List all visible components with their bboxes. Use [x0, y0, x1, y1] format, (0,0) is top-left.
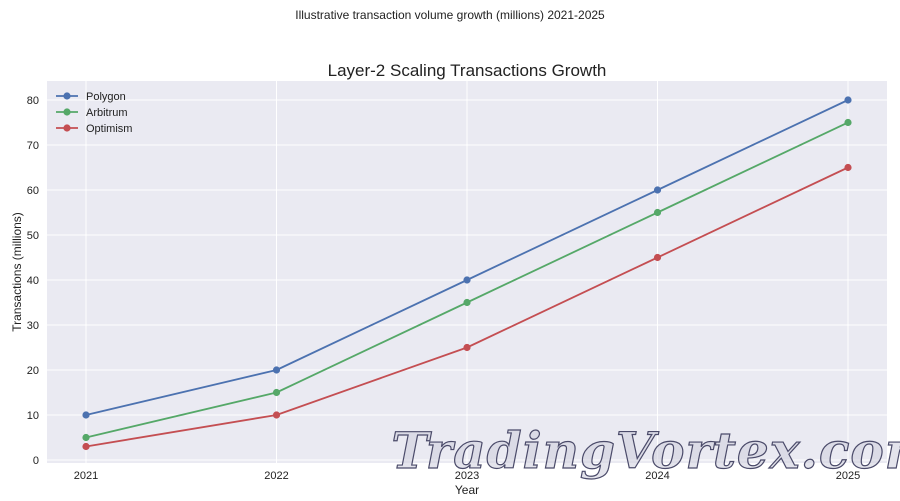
- data-point: [653, 253, 662, 262]
- series-polygon: [82, 96, 852, 419]
- legend-label: Polygon: [86, 91, 126, 103]
- y-tick-label: 30: [27, 320, 39, 332]
- y-tick-label: 50: [27, 230, 39, 242]
- y-tick-label: 0: [33, 455, 39, 467]
- grid-lines: [47, 81, 887, 463]
- data-point: [844, 163, 852, 172]
- data-point: [653, 186, 662, 194]
- legend-dot-marker: [63, 92, 71, 100]
- y-tick-label: 80: [27, 95, 39, 107]
- data-point: [653, 208, 662, 217]
- legend-item: Polygon: [56, 91, 126, 103]
- series-lines: [82, 96, 852, 451]
- data-point: [844, 118, 852, 127]
- y-tick-label: 70: [27, 140, 39, 152]
- x-tick-label: 2024: [645, 470, 669, 482]
- data-point: [463, 276, 471, 284]
- x-axis-label: Year: [455, 483, 479, 497]
- y-tick-label: 60: [27, 185, 39, 197]
- legend-item: Optimism: [56, 123, 132, 135]
- data-point: [82, 411, 90, 419]
- data-point: [844, 96, 852, 104]
- legend-label: Arbitrum: [86, 107, 128, 119]
- legend-item: Arbitrum: [56, 107, 128, 119]
- y-tick-label: 10: [27, 410, 39, 422]
- chart-suptitle: Illustrative transaction volume growth (…: [295, 8, 605, 22]
- chart-title: Layer-2 Scaling Transactions Growth: [328, 61, 607, 80]
- x-tick-label: 2021: [74, 470, 98, 482]
- tick-labels: 0 10 20 30 40 50 60 70 80 2021 2022 2023 2024 2025: [27, 95, 860, 482]
- legend: Polygon Arbitrum Optimism: [56, 91, 132, 135]
- data-point: [272, 411, 281, 419]
- legend-dot-marker: [63, 124, 71, 132]
- data-point: [463, 343, 471, 352]
- legend-label: Optimism: [86, 123, 132, 135]
- x-tick-label: 2025: [836, 470, 860, 482]
- data-point: [82, 442, 90, 451]
- data-point: [272, 388, 281, 397]
- watermark-logo: TradingVortex.com: [391, 421, 900, 480]
- x-tick-label: 2022: [264, 470, 288, 482]
- data-point: [82, 433, 90, 442]
- y-tick-label: 40: [27, 275, 39, 287]
- legend-dot-marker: [63, 108, 71, 116]
- series-optimism: [82, 163, 852, 451]
- series-arbitrum: [82, 118, 852, 442]
- y-axis-label: Transactions (millions): [10, 212, 24, 332]
- data-point: [272, 366, 281, 374]
- x-tick-label: 2023: [455, 470, 479, 482]
- y-tick-label: 20: [27, 365, 39, 377]
- data-point: [463, 298, 471, 307]
